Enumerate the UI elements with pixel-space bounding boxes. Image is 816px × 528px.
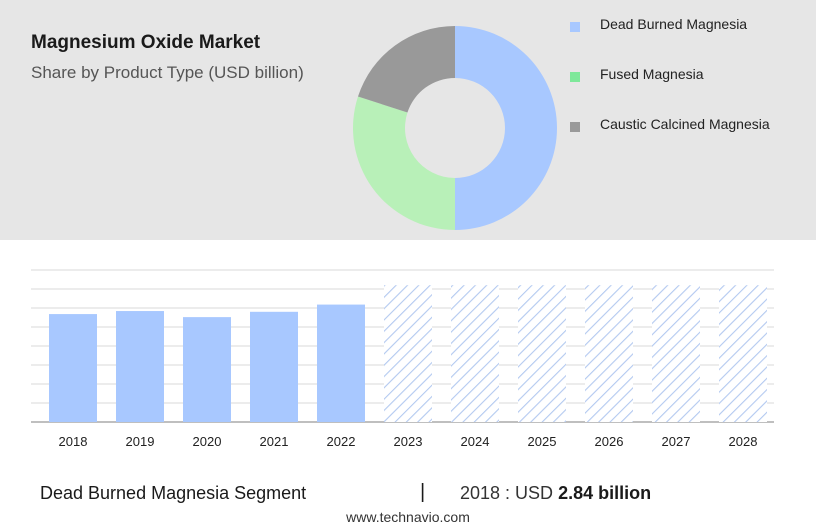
- footer-stat: 2018 : USD 2.84 billion: [460, 483, 651, 504]
- donut-chart: [352, 26, 557, 230]
- bar-2022: [317, 304, 365, 422]
- forecast-bar-2025: [518, 285, 566, 422]
- legend-label-fused: Fused Magnesia: [600, 66, 704, 82]
- x-tick-label-2022: 2022: [327, 434, 356, 449]
- x-tick-label-2019: 2019: [126, 434, 155, 449]
- forecast-bar-2026: [585, 285, 633, 422]
- x-tick-label-2025: 2025: [528, 434, 557, 449]
- forecast-bar-2024: [451, 285, 499, 422]
- legend-swatch-dead-burned: [570, 22, 580, 32]
- footer-stat-value: 2.84 billion: [558, 483, 652, 503]
- bar-2018: [49, 314, 97, 422]
- footer-stat-prefix: 2018 : USD: [460, 483, 554, 503]
- donut-slice-fused: [352, 96, 455, 230]
- bar-chart: 2018 2019 2020 2021 2022 2023 2024 2025 2026 2027…: [31, 269, 774, 449]
- x-tick-label-2026: 2026: [595, 434, 624, 449]
- legend-swatch-caustic: [570, 122, 580, 132]
- x-tick-label-2027: 2027: [662, 434, 691, 449]
- legend-swatch-fused: [570, 72, 580, 82]
- forecast-bar-2023: [384, 285, 432, 422]
- footer-divider: |: [420, 481, 426, 503]
- x-tick-label-2024: 2024: [461, 434, 490, 449]
- bar-2020: [183, 317, 231, 422]
- footer: Dead Burned Magnesia Segment | 2018 : US…: [0, 478, 816, 508]
- chart-title: Magnesium Oxide Market: [31, 32, 261, 53]
- forecast-bar-2027: [652, 285, 700, 422]
- bar-2019: [116, 311, 164, 422]
- x-tick-label-2020: 2020: [193, 434, 222, 449]
- donut-slice-dead-burned: [455, 26, 557, 230]
- x-tick-label-2018: 2018: [59, 434, 88, 449]
- forecast-bar-2028: [719, 285, 767, 422]
- chart-subtitle: Share by Product Type (USD billion): [31, 63, 304, 82]
- footer-segment-label: Dead Burned Magnesia Segment: [40, 483, 307, 503]
- x-tick-label-2028: 2028: [729, 434, 758, 449]
- legend-label-dead-burned: Dead Burned Magnesia: [600, 16, 748, 32]
- x-tick-label-2023: 2023: [394, 434, 423, 449]
- x-tick-label-2021: 2021: [260, 434, 289, 449]
- donut-slice-caustic: [357, 26, 455, 113]
- legend-label-caustic: Caustic Calcined Magnesia: [600, 116, 770, 132]
- top-panel: Magnesium Oxide Market Share by Product …: [0, 0, 816, 240]
- bar-2021: [250, 311, 298, 422]
- source-link[interactable]: www.technavio.com: [346, 509, 470, 525]
